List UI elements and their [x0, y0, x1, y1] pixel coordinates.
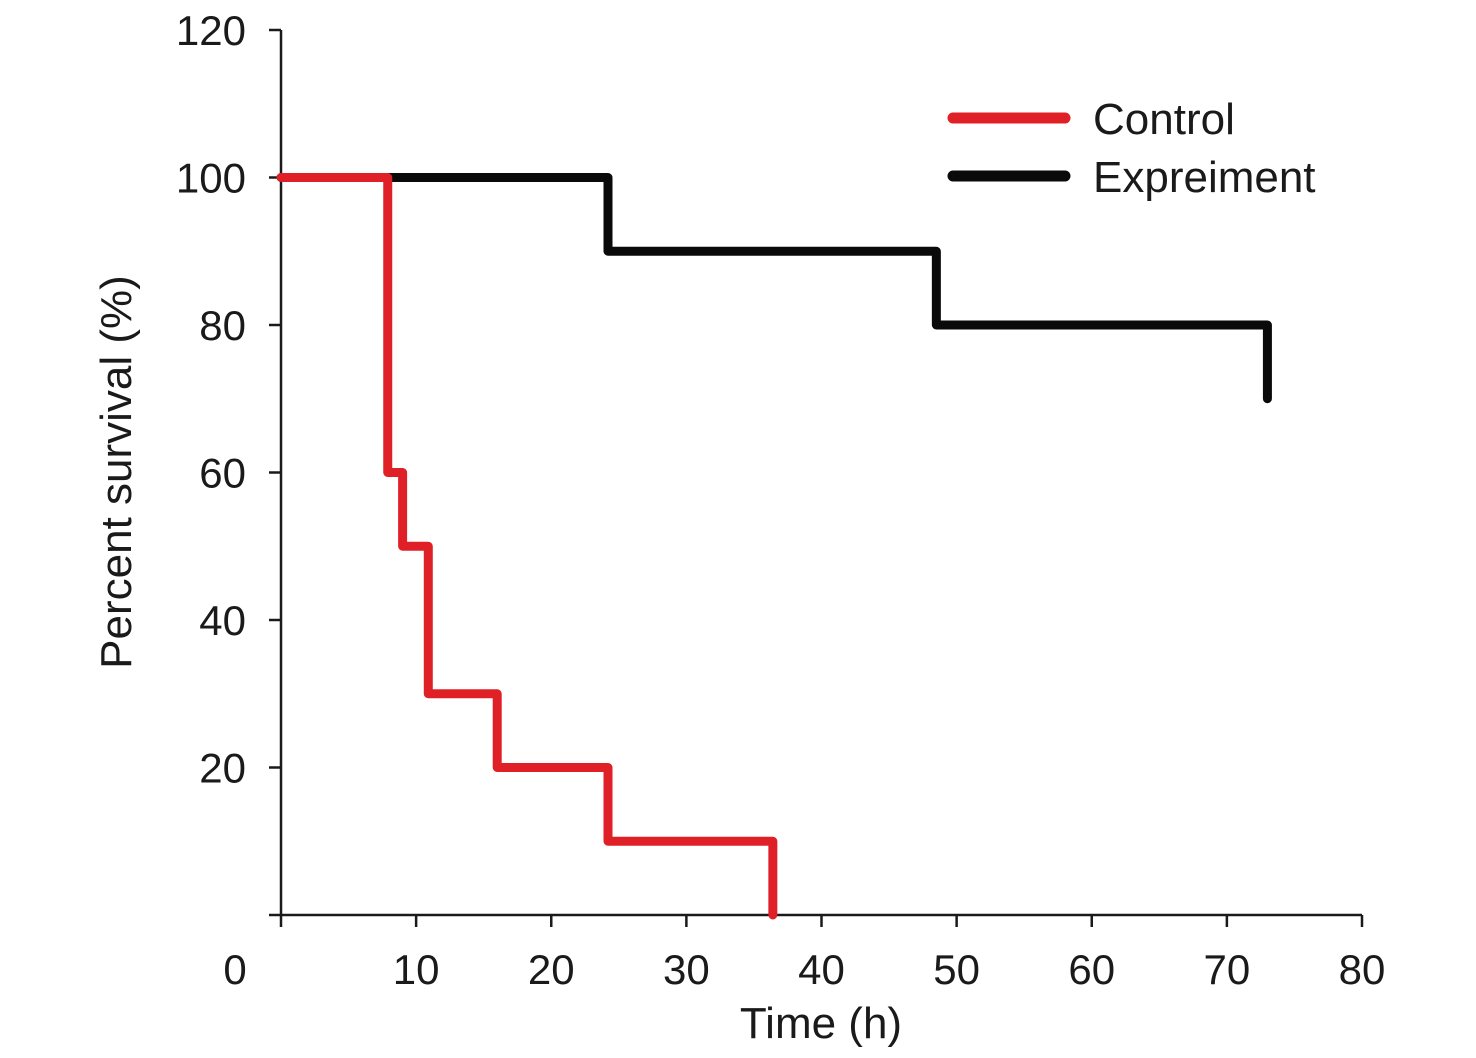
x-tick-label: 30: [663, 946, 710, 993]
series-line-expreiment: [276, 173, 1272, 404]
x-tick-label: 0: [223, 946, 246, 993]
y-tick-label: 100: [176, 155, 246, 202]
x-tick-label: 10: [393, 946, 440, 993]
x-tick-label: 60: [1068, 946, 1115, 993]
x-tick-label: 50: [933, 946, 980, 993]
y-tick-label: 40: [199, 597, 246, 644]
series-layer: [276, 173, 1272, 920]
y-axis-ticks: 20 40 60 80 100 120: [176, 7, 281, 917]
y-tick-label: 80: [199, 302, 246, 349]
legend-label-expreiment: Expreiment: [1093, 153, 1316, 202]
series-line-control: [276, 173, 778, 920]
x-tick-label: 40: [798, 946, 845, 993]
y-tick-label: 120: [176, 7, 246, 54]
legend-label-control: Control: [1093, 95, 1235, 144]
x-axis-title: Time (h): [740, 999, 902, 1048]
x-tick-label: 20: [528, 946, 575, 993]
y-axis-title: Percent survival (%): [92, 275, 141, 669]
x-tick-label: 70: [1204, 946, 1251, 993]
y-tick-label: 60: [199, 450, 246, 497]
legend: Control Expreiment: [947, 95, 1316, 202]
y-tick-label: 20: [199, 745, 246, 792]
x-axis-ticks: 0 10 20 30 40 50 60 70 80: [223, 915, 1385, 993]
x-tick-label: 80: [1339, 946, 1386, 993]
